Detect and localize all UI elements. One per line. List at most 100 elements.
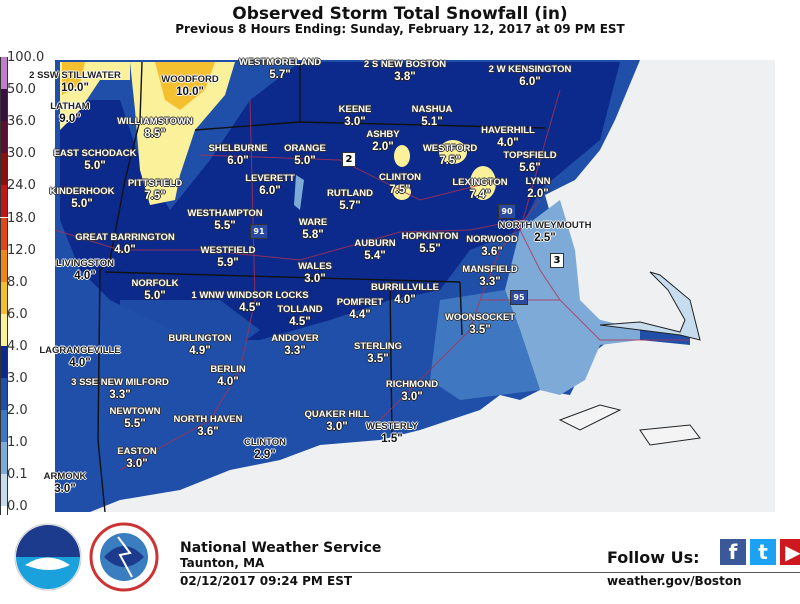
station-label: POMFRET 4.4" — [337, 297, 383, 321]
station-name: 3 SSE NEW MILFORD — [71, 377, 169, 388]
snowfall-value: 4.5" — [289, 316, 311, 328]
station-name: ORANGE — [284, 143, 326, 154]
snowfall-value: 5.1" — [421, 116, 443, 128]
snowfall-value: 4.0" — [497, 137, 519, 149]
snow-2-3-in-region — [430, 290, 540, 400]
facebook-icon[interactable]: f — [720, 539, 746, 565]
follow-us-label: Follow Us: — [607, 548, 700, 567]
snow-1-2-in-region — [505, 200, 640, 395]
snow-6-8-in-ashby — [394, 145, 410, 167]
station-name: WOONSOCKET — [444, 312, 516, 323]
snowfall-value: 6.0" — [519, 76, 541, 88]
station-name: LEVERETT — [245, 173, 295, 184]
station-name: TOLLAND — [277, 304, 323, 315]
snowfall-value: 5.5" — [419, 243, 441, 255]
station-label: RICHMOND 3.0" — [386, 379, 438, 403]
station-name: EASTON — [117, 446, 157, 457]
website-link[interactable]: weather.gov/Boston — [607, 574, 742, 588]
snowfall-value: 5.7" — [339, 200, 361, 212]
youtube-icon[interactable]: ▶ — [780, 539, 800, 565]
station-label: LYNN 2.0" — [526, 176, 551, 200]
station-name: GREAT BARRINGTON — [75, 232, 175, 243]
station-label: EAST SCHODACK 5.0" — [54, 148, 137, 172]
station-name: WARE — [298, 217, 328, 228]
station-name: RUTLAND — [327, 188, 373, 199]
snow-3-4-in-region — [120, 300, 260, 360]
snowfall-value: 3.8" — [394, 71, 416, 83]
map-title: Observed Storm Total Snowfall (in) — [232, 4, 568, 24]
snowfall-value: 5.7" — [269, 69, 291, 81]
snowfall-value: 2.5" — [534, 232, 556, 244]
station-label: NORTH WEYMOUTH 2.5" — [499, 220, 592, 244]
station-name: WESTHAMPTON — [187, 208, 263, 219]
colorbar-tick-label: 36.0 — [7, 114, 36, 130]
snowfall-value: 5.0" — [144, 290, 166, 302]
colorbar-swatch — [0, 121, 8, 154]
highway-shield: 3 — [550, 253, 564, 268]
station-label: 1 WNW WINDSOR LOCKS 4.5" — [191, 290, 308, 314]
nws-name: National Weather Service — [180, 540, 382, 556]
station-label: ANDOVER 3.3" — [271, 333, 319, 357]
station-name: 2 SSW STILLWATER — [29, 70, 121, 81]
station-label: ARMONK 3.0" — [44, 471, 87, 495]
nws-office: Taunton, MA — [180, 556, 265, 570]
station-name: WALES — [298, 261, 332, 272]
station-label: BURRILLVILLE 4.0" — [371, 282, 439, 306]
snowfall-value: 5.8" — [302, 229, 324, 241]
station-name: WESTMORELAND — [238, 57, 322, 68]
agency-logos — [14, 522, 159, 592]
snowfall-value: 5.9" — [217, 257, 239, 269]
station-label: AUBURN 5.4" — [354, 238, 395, 262]
snowfall-value: 3.3" — [479, 276, 501, 288]
twitter-icon[interactable]: t — [750, 539, 776, 565]
station-label: RUTLAND 5.7" — [327, 188, 373, 212]
snow-8-12-in-region — [62, 62, 215, 110]
station-name: 1 WNW WINDSOR LOCKS — [191, 290, 309, 301]
station-name: PITTSFIELD — [127, 178, 183, 189]
colorbar-swatch — [0, 442, 8, 475]
colorbar-tick-label: 0.0 — [7, 499, 28, 515]
snowfall-value: 5.0" — [84, 160, 106, 172]
colorbar-tick-label: 100.0 — [7, 50, 45, 65]
station-name: RICHMOND — [385, 379, 439, 390]
colorbar-tick-label: 8.0 — [7, 274, 28, 290]
station-label: CLINTON 7.5" — [379, 172, 421, 196]
station-label: TOLLAND 4.5" — [277, 304, 322, 328]
station-label: BERLIN 4.0" — [210, 364, 245, 388]
station-name: WESTERLY — [366, 421, 418, 432]
snowfall-value: 7.4" — [469, 189, 491, 201]
station-name: SHELBURNE — [208, 143, 268, 154]
station-name: BURLINGTON — [168, 333, 232, 344]
snowfall-value: 2.0" — [527, 188, 549, 200]
station-label: QUAKER HILL 3.0" — [305, 409, 370, 433]
station-label: 2 SSW STILLWATER 10.0" — [29, 70, 121, 94]
snow-6-8-in-lexington — [470, 166, 496, 200]
colorbar-tick-label: 12.0 — [7, 242, 36, 258]
snowfall-value: 9.0" — [59, 113, 81, 125]
snowfall-value: 7.5" — [144, 190, 166, 202]
station-name: LAGRANGEVILLE — [39, 345, 121, 356]
station-name: EAST SCHODACK — [53, 148, 137, 159]
station-label: 2 S NEW BOSTON 3.8" — [364, 59, 446, 83]
station-label: ASHBY 2.0" — [366, 129, 399, 153]
snowfall-value: 6.0" — [227, 155, 249, 167]
station-label: SHELBURNE 6.0" — [208, 143, 267, 167]
station-name: NEWTOWN — [109, 406, 161, 417]
snowfall-value: 4.9" — [189, 345, 211, 357]
colorbar-tick-label: 24.0 — [7, 178, 36, 194]
highway-shield: 90 — [498, 204, 516, 219]
station-label: LEVERETT 6.0" — [245, 173, 295, 197]
station-name: STERLING — [353, 341, 403, 352]
station-name: 2 S NEW BOSTON — [363, 59, 447, 70]
station-name: WILLIAMSTOWN — [117, 116, 193, 127]
station-name: ANDOVER — [271, 333, 319, 344]
colorbar-tick-label: 2.0 — [7, 403, 28, 419]
station-name: AUBURN — [354, 238, 396, 249]
snowfall-value: 3.0" — [344, 116, 366, 128]
snowfall-value: 3.3" — [109, 389, 131, 401]
station-name: LIVINGSTON — [56, 258, 114, 269]
station-label: NEWTOWN 5.5" — [109, 406, 160, 430]
colorbar-swatch — [0, 185, 8, 218]
station-label: WARE 5.8" — [299, 217, 328, 241]
station-label: 3 SSE NEW MILFORD 3.3" — [71, 377, 169, 401]
